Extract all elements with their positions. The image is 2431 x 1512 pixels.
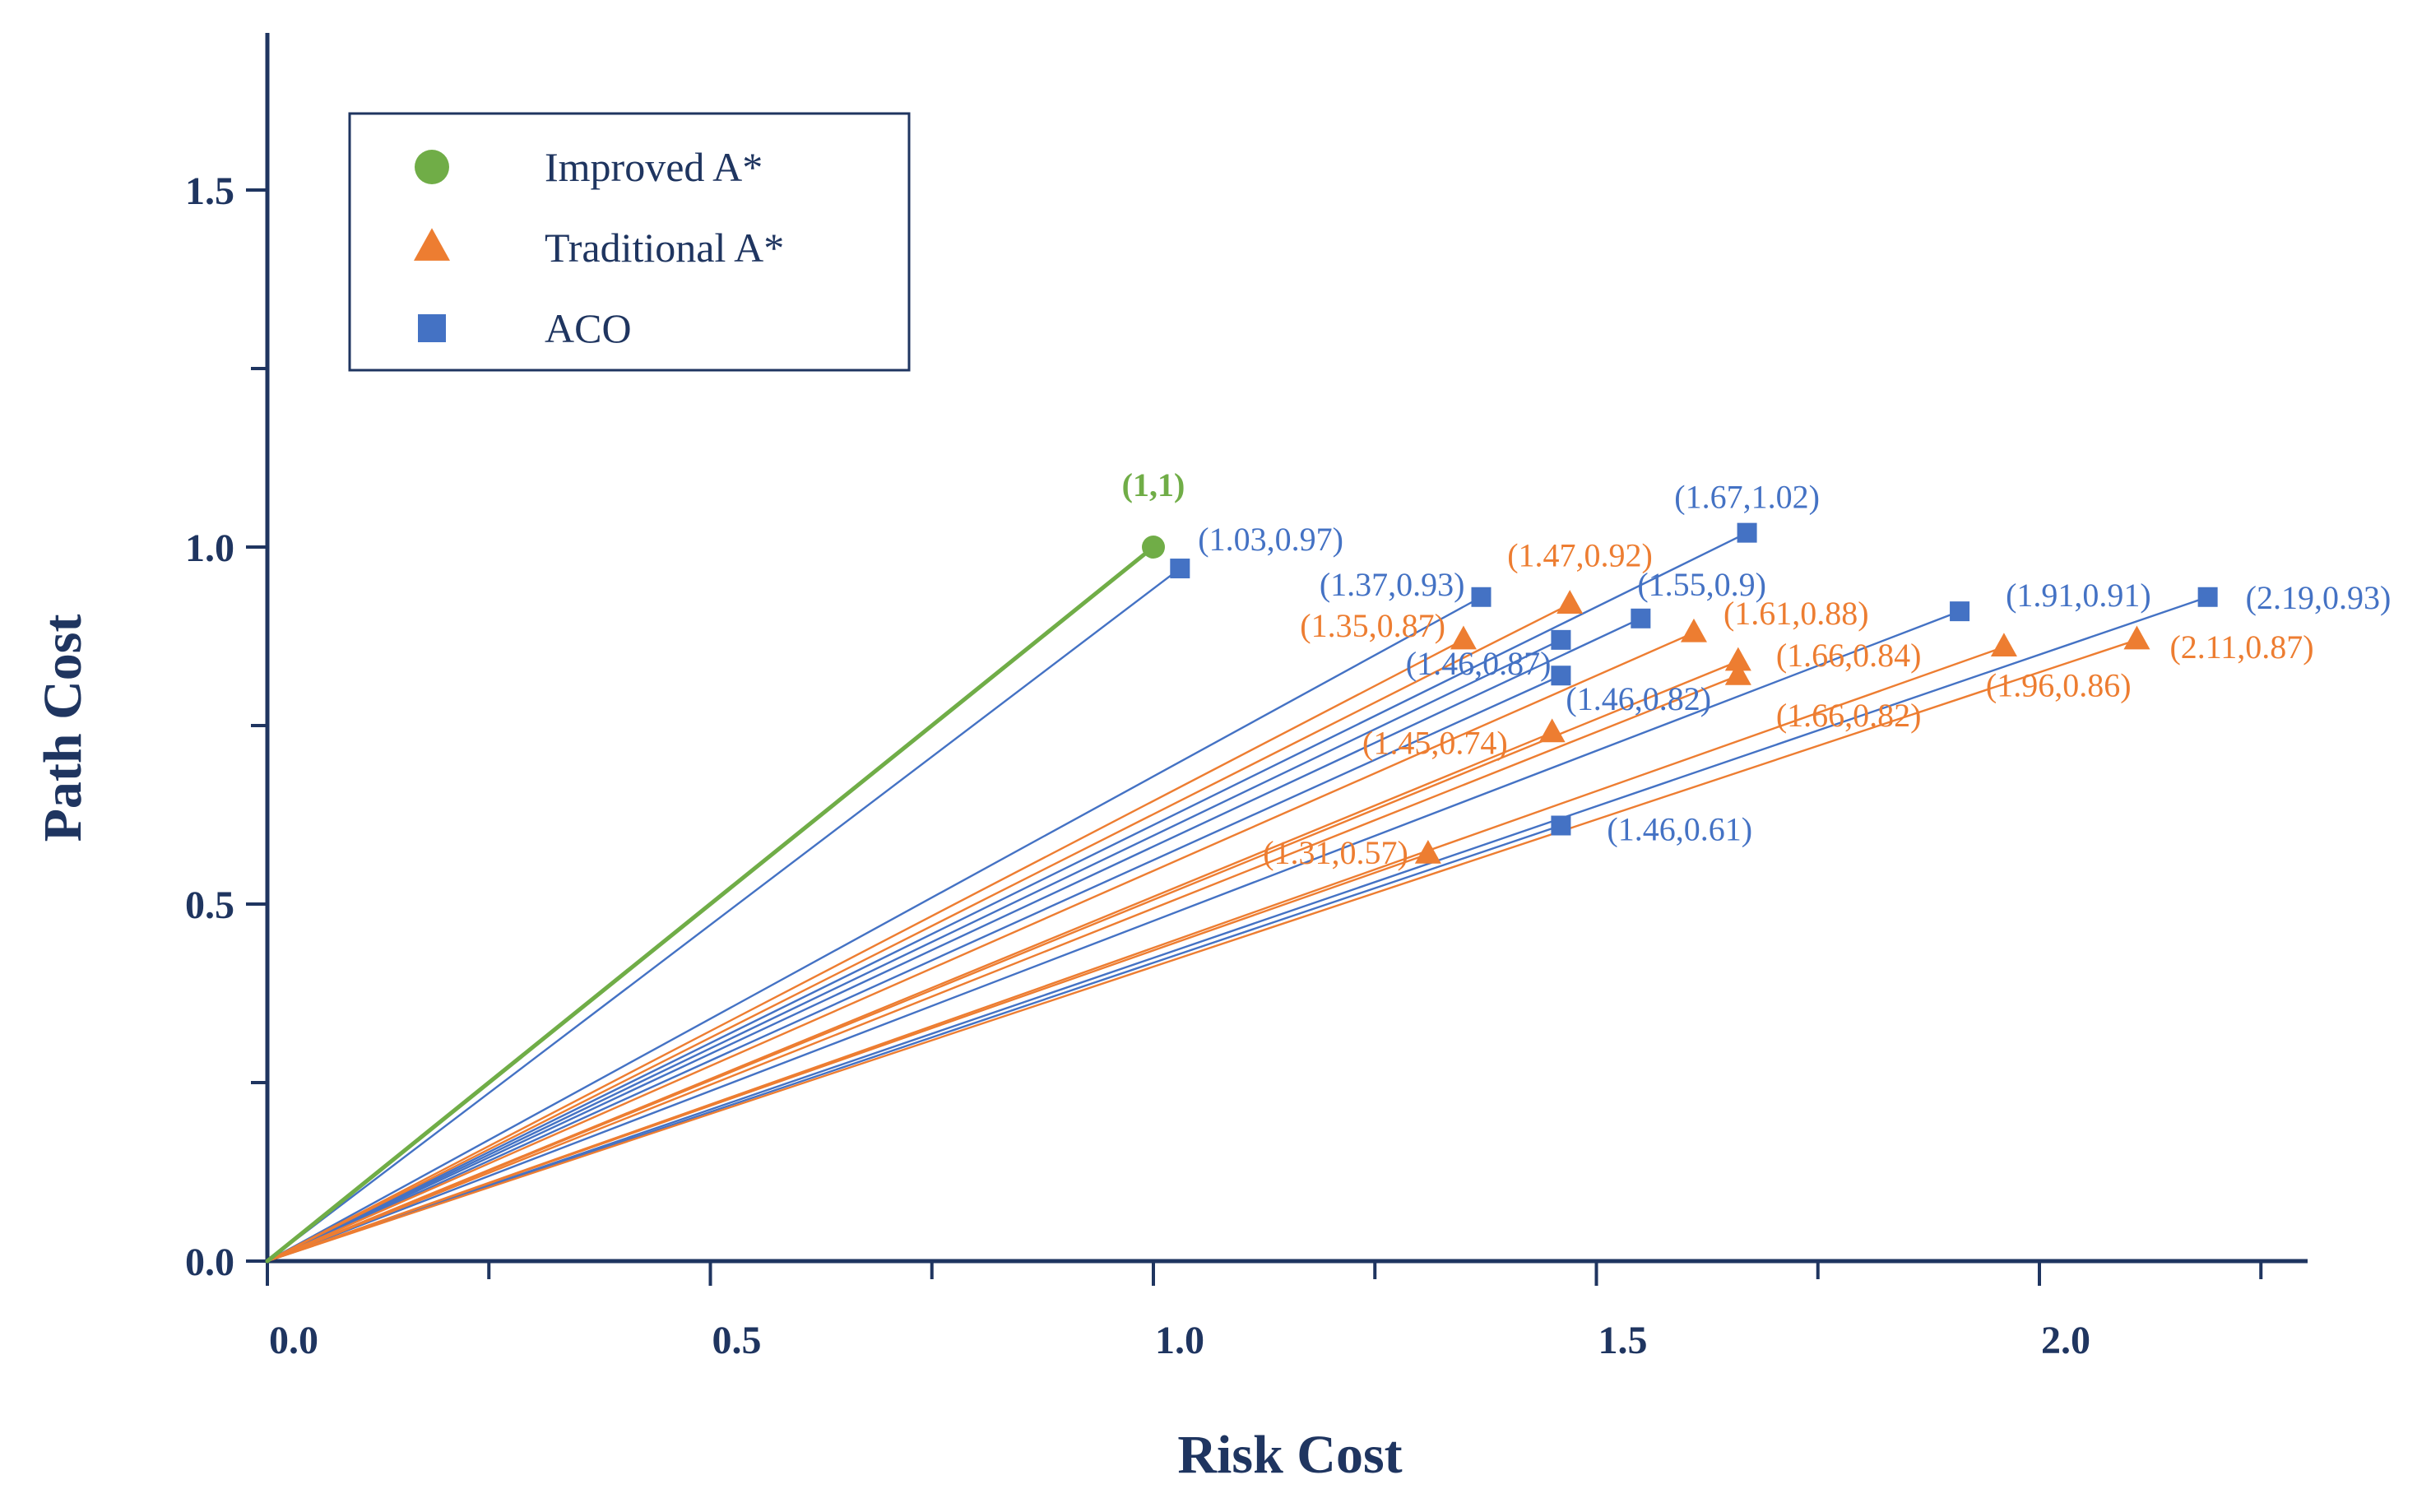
triangle-marker (1538, 718, 1566, 743)
x-axis-title: Risk Cost (1177, 1425, 1402, 1485)
point-label: (1.47,0.92) (1507, 536, 1653, 573)
square-marker (1631, 608, 1651, 628)
legend-square-icon (418, 314, 446, 342)
origin-line (266, 638, 1562, 1263)
square-marker (1170, 559, 1190, 579)
legend-circle-icon (415, 150, 449, 184)
point-label: (2.19,0.93) (2246, 579, 2392, 616)
point-label: (1.61,0.88) (1724, 595, 1869, 632)
square-marker (1950, 601, 1970, 622)
legend-label: ACO (545, 305, 632, 351)
point-label: (1.96,0.86) (1986, 667, 2132, 704)
triangle-marker (1450, 625, 1477, 650)
point-label: (1.35,0.87) (1300, 607, 1445, 644)
point-label: (1.31,0.57) (1263, 834, 1408, 871)
axes-group: 0.0 0.5 1.0 1.5 2.0 0.0 0.5 1.0 1.5 (185, 33, 2308, 1362)
x-tick-label: 0.0 (269, 1319, 318, 1362)
point-label: (1,1) (1122, 466, 1185, 503)
circle-marker (1142, 536, 1165, 559)
square-marker (1551, 629, 1571, 650)
triangle-marker (2123, 625, 2150, 650)
square-marker (1471, 587, 1492, 607)
markers-group (1142, 522, 2218, 864)
point-label: (2.11,0.87) (2169, 628, 2313, 666)
legend: Improved A* Traditional A* ACO (348, 112, 911, 372)
triangle-marker (1724, 647, 1751, 671)
point-label: (1.66,0.84) (1776, 637, 1922, 674)
origin-line (266, 596, 2209, 1263)
x-tick-label: 1.0 (1155, 1319, 1204, 1362)
origin-lines-group (265, 531, 2209, 1264)
origin-line (266, 853, 1430, 1263)
legend-label: Traditional A* (545, 225, 784, 271)
triangle-marker (1680, 618, 1707, 642)
origin-line (266, 567, 1181, 1263)
origin-line (266, 610, 1961, 1263)
point-label: (1.46,0.87) (1406, 645, 1552, 682)
square-marker (1737, 522, 1757, 543)
point-label: (1.66,0.82) (1776, 697, 1922, 734)
point-label: (1.67,1.02) (1674, 479, 1820, 516)
origin-line (266, 631, 1696, 1263)
square-marker (1551, 666, 1571, 686)
point-label: (1.91,0.91) (2006, 577, 2151, 614)
point-labels-group: (1,1)(1.47,0.92)(1.35,0.87) (1.61,0.88)(1… (1122, 466, 2392, 871)
x-tick-label: 1.5 (1598, 1319, 1648, 1362)
point-label: (1.03,0.97) (1198, 521, 1343, 558)
origin-line (266, 531, 1748, 1263)
x-tick-label: 0.5 (712, 1319, 762, 1362)
origin-line (266, 603, 1571, 1263)
legend-label: Improved A* (545, 144, 763, 190)
point-label: (1.37,0.93) (1320, 566, 1465, 603)
origin-line (266, 617, 1642, 1263)
x-tick-label: 2.0 (2041, 1319, 2090, 1362)
triangle-marker (1990, 633, 2017, 657)
y-tick-label: 0.0 (185, 1241, 234, 1284)
y-tick-label: 1.5 (185, 169, 234, 213)
square-marker (1551, 815, 1571, 836)
point-label: (1.46,0.61) (1607, 811, 1752, 848)
y-tick-label: 0.5 (185, 884, 234, 927)
triangle-marker (1414, 839, 1441, 864)
square-marker (2197, 587, 2218, 607)
legend-triangle-icon (414, 228, 450, 261)
origin-line (266, 596, 1482, 1263)
origin-line (266, 675, 1740, 1263)
origin-line (266, 731, 1553, 1263)
triangle-marker (1556, 590, 1584, 614)
y-tick-label: 1.0 (185, 526, 234, 570)
origin-line (266, 638, 2138, 1263)
point-label: (1.55,0.9) (1637, 566, 1766, 603)
y-axis-title: Path Cost (33, 615, 93, 842)
origin-line (266, 638, 1465, 1263)
origin-line (265, 545, 1156, 1264)
point-label: (1.45,0.74) (1362, 725, 1508, 762)
origin-line (266, 675, 1562, 1263)
triangle-marker (1724, 661, 1751, 685)
point-label: (1.46,0.82) (1566, 680, 1711, 717)
